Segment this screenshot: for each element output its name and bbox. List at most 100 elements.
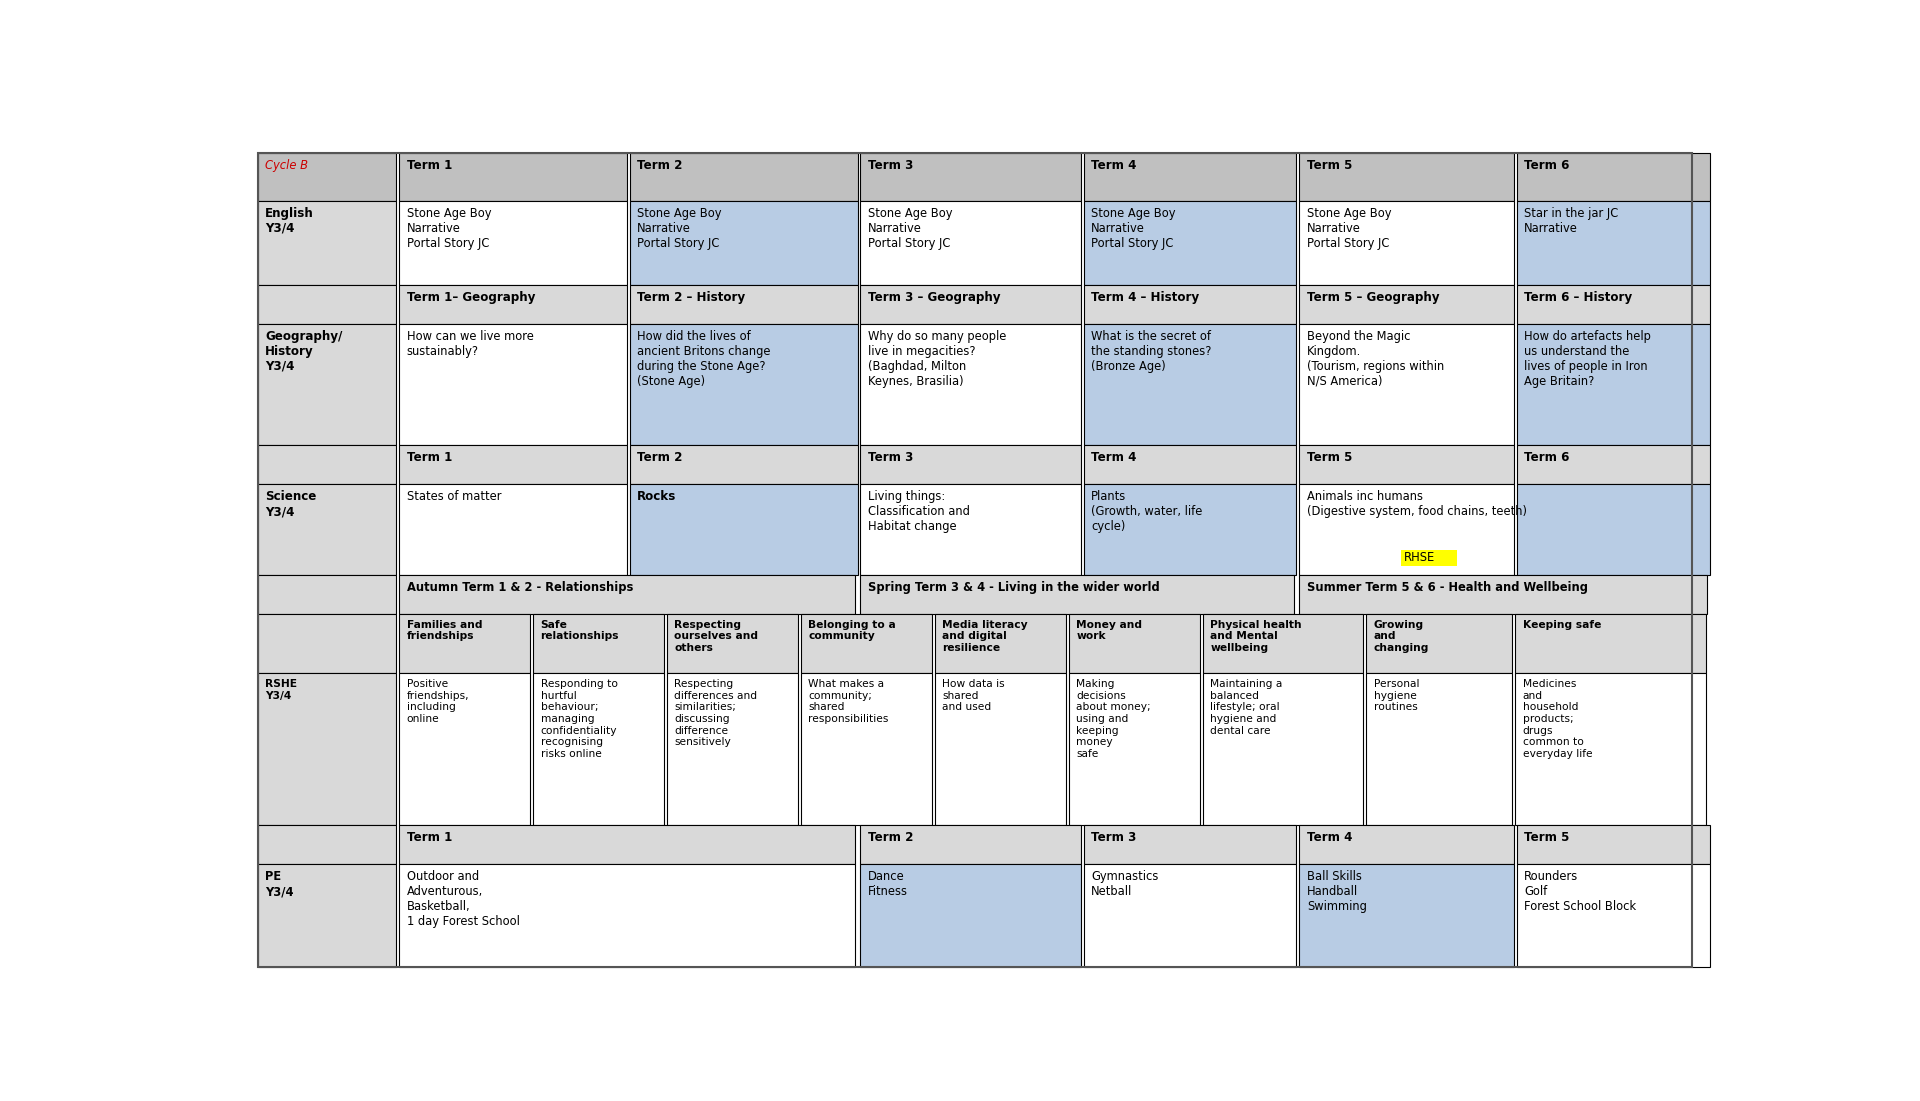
Text: Term 4: Term 4 [1308,831,1352,844]
Text: Term 5: Term 5 [1308,451,1352,465]
Text: Stone Age Boy
Narrative
Portal Story JC: Stone Age Boy Narrative Portal Story JC [1091,207,1175,250]
Text: Term 5: Term 5 [1308,160,1352,172]
Bar [257,153,396,200]
Bar [257,674,396,826]
Text: Term 3: Term 3 [1091,831,1137,844]
Text: Positive
friendships,
including
online: Positive friendships, including online [407,679,468,724]
Bar [1083,200,1296,285]
Text: Rounders
Golf
Forest School Block: Rounders Golf Forest School Block [1524,871,1636,914]
Text: Stone Age Boy
Narrative
Portal Story JC: Stone Age Boy Narrative Portal Story JC [407,207,492,250]
Bar [1300,153,1513,200]
Text: Rocks: Rocks [637,490,676,503]
Bar [1300,575,1707,613]
Text: Maintaining a
balanced
lifestyle; oral
hygiene and
dental care: Maintaining a balanced lifestyle; oral h… [1210,679,1283,735]
Bar [1517,324,1711,445]
Text: Animals inc humans
(Digestive system, food chains, teeth): Animals inc humans (Digestive system, fo… [1308,490,1530,519]
Bar [399,484,628,575]
Bar [257,285,396,324]
Bar [399,864,854,967]
Text: How do artefacts help
us understand the
lives of people in Iron
Age Britain?: How do artefacts help us understand the … [1524,330,1651,388]
Text: How did the lives of
ancient Britons change
during the Stone Age?
(Stone Age): How did the lives of ancient Britons cha… [637,330,770,388]
Text: Beyond the Magic
Kingdom.
(Tourism, regions within
N/S America): Beyond the Magic Kingdom. (Tourism, regi… [1308,330,1444,388]
Bar [1300,864,1513,967]
Text: Term 1: Term 1 [407,451,451,465]
Bar [399,613,530,674]
Text: Term 5 – Geography: Term 5 – Geography [1308,291,1440,304]
Bar [1517,826,1711,864]
Bar [399,674,530,826]
Text: What makes a
community;
shared
responsibilities: What makes a community; shared responsib… [808,679,889,724]
Text: Cycle B: Cycle B [265,160,309,172]
Bar [399,324,628,445]
Text: Stone Age Boy
Narrative
Portal Story JC: Stone Age Boy Narrative Portal Story JC [868,207,952,250]
Text: Physical health
and Mental
wellbeing: Physical health and Mental wellbeing [1210,620,1302,653]
Text: Stone Age Boy
Narrative
Portal Story JC: Stone Age Boy Narrative Portal Story JC [637,207,722,250]
Bar [1083,285,1296,324]
Bar [860,575,1294,613]
Bar [534,613,664,674]
Bar [1083,484,1296,575]
Text: Term 1– Geography: Term 1– Geography [407,291,536,304]
Text: Term 4: Term 4 [1091,160,1137,172]
Bar [630,200,858,285]
Text: Money and
work: Money and work [1077,620,1142,641]
Bar [666,613,799,674]
Bar [1515,613,1705,674]
Bar [1083,826,1296,864]
Text: How data is
shared
and used: How data is shared and used [943,679,1004,712]
Bar [1517,445,1711,484]
Text: Term 2: Term 2 [637,451,684,465]
Text: Term 6: Term 6 [1524,451,1569,465]
Bar [399,153,628,200]
Bar [257,826,396,864]
Text: Dance
Fitness: Dance Fitness [868,871,908,898]
Text: Belonging to a
community: Belonging to a community [808,620,897,641]
Text: Gymnastics
Netball: Gymnastics Netball [1091,871,1158,898]
Text: Term 4: Term 4 [1091,451,1137,465]
Bar [1069,613,1200,674]
Bar [1202,674,1363,826]
Bar [1515,674,1705,826]
Text: RHSE: RHSE [1404,552,1434,565]
Bar [860,324,1081,445]
Text: Keeping safe: Keeping safe [1523,620,1601,630]
Text: States of matter: States of matter [407,490,501,503]
Bar [1517,200,1711,285]
Text: English
Y3/4: English Y3/4 [265,207,315,235]
Text: Families and
friendships: Families and friendships [407,620,482,641]
Text: Geography/
History
Y3/4: Geography/ History Y3/4 [265,330,342,373]
Text: Term 2: Term 2 [868,831,914,844]
Bar [257,575,396,613]
Bar [801,613,931,674]
Bar [935,674,1066,826]
Bar [1083,864,1296,967]
Text: Spring Term 3 & 4 - Living in the wider world: Spring Term 3 & 4 - Living in the wider … [868,580,1160,593]
Bar [860,445,1081,484]
Bar [860,484,1081,575]
Text: Summer Term 5 & 6 - Health and Wellbeing: Summer Term 5 & 6 - Health and Wellbeing [1308,580,1588,593]
Bar [1300,826,1513,864]
Text: Media literacy
and digital
resilience: Media literacy and digital resilience [943,620,1027,653]
Text: Term 2: Term 2 [637,160,684,172]
Bar [630,445,858,484]
Text: Outdoor and
Adventurous,
Basketball,
1 day Forest School: Outdoor and Adventurous, Basketball, 1 d… [407,871,520,928]
Bar [534,674,664,826]
Bar [399,200,628,285]
Bar [257,613,396,674]
Bar [860,200,1081,285]
Bar [860,826,1081,864]
Text: Autumn Term 1 & 2 - Relationships: Autumn Term 1 & 2 - Relationships [407,580,634,593]
Text: Term 2 – History: Term 2 – History [637,291,745,304]
Text: RSHE
Y3/4: RSHE Y3/4 [265,679,298,701]
Bar [1367,613,1513,674]
Bar [860,864,1081,967]
Bar [1300,285,1513,324]
Bar [1517,285,1711,324]
Text: Growing
and
changing: Growing and changing [1375,620,1428,653]
Text: Term 6 – History: Term 6 – History [1524,291,1632,304]
Bar [257,324,396,445]
Bar [1202,613,1363,674]
Bar [630,285,858,324]
Bar [1300,484,1513,575]
Bar [1083,445,1296,484]
